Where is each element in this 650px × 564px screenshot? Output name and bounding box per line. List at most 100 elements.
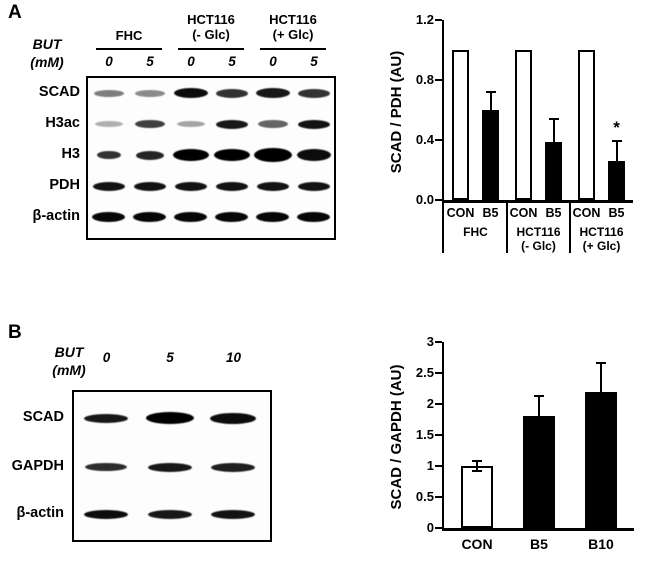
panel-b-label: B — [8, 322, 22, 343]
blot-band — [257, 120, 288, 128]
group-header-line: FHC — [115, 28, 143, 43]
blot-row-label: SCAD — [22, 408, 64, 425]
lane-dose-label: 5 — [166, 350, 174, 365]
group-header-hct116-plus-glc: HCT116 (+ Glc) — [258, 12, 328, 43]
chart-bar-con — [515, 50, 532, 200]
blot-band — [85, 463, 127, 471]
group-header-line: HCT116 — [269, 12, 317, 27]
blot-band — [84, 509, 128, 519]
blot-band — [133, 181, 166, 191]
y-axis-tick — [435, 372, 442, 374]
group-underline — [260, 48, 326, 50]
blot-band — [84, 413, 128, 423]
treatment-label-line: BUT — [54, 344, 84, 360]
blot-band — [92, 212, 125, 222]
y-axis-tick — [435, 341, 442, 343]
blot-band — [256, 212, 289, 222]
y-axis-tick — [435, 496, 442, 498]
bar-category-label: B5 — [482, 206, 499, 220]
lane-dose-label: 0 — [105, 54, 113, 69]
y-axis-tick-label: 0.8 — [415, 72, 434, 87]
treatment-label-line: (mM) — [52, 361, 86, 378]
blot-band — [172, 149, 209, 161]
y-axis-tick-label: 0.5 — [415, 489, 434, 504]
blot-band — [174, 181, 207, 191]
bar-category-label: CON — [446, 206, 475, 220]
panel-a-label: A — [8, 2, 22, 23]
blot-band — [147, 462, 192, 472]
chart-bar-con — [461, 466, 493, 528]
lane-dose-label: 5 — [310, 54, 318, 69]
blot-band — [215, 181, 248, 191]
lane-dose-label: 10 — [225, 350, 242, 365]
panel-a-chart: SCAD / PDH (AU) 0.0 0.4 0.8 1.2 * CON B5 FHC CO… — [372, 6, 642, 266]
y-axis-tick-label: 2 — [426, 396, 434, 411]
significance-marker: * — [613, 118, 620, 137]
treatment-label-line: (mM) — [30, 53, 64, 70]
blot-band — [92, 181, 125, 191]
blot-row-label: SCAD — [38, 83, 80, 100]
group-label: HCT116 (+ Glc) — [579, 225, 624, 253]
y-axis-tick-label: 3 — [426, 334, 434, 349]
blot-band — [213, 149, 250, 161]
group-header-hct116-minus-glc: HCT116 (- Glc) — [176, 12, 246, 43]
panel-a-treatment-label: BUT (mM) — [18, 36, 76, 71]
y-axis-tick — [435, 199, 442, 201]
panel-b-treatment-label: BUT (mM) — [40, 344, 98, 379]
lane-dose-label: 5 — [146, 54, 154, 69]
blot-band — [96, 151, 121, 159]
lane-dose-label: 0 — [269, 54, 277, 69]
blot-band — [134, 120, 165, 128]
y-axis-tick — [435, 527, 442, 529]
group-header-line: HCT116 — [187, 12, 235, 27]
panel-a-chart-plot: 0.0 0.4 0.8 1.2 * — [416, 12, 633, 207]
error-bar-cap — [548, 117, 559, 120]
panel-a-blot — [86, 76, 336, 240]
blot-band — [135, 150, 164, 160]
group-label: FHC — [463, 225, 488, 239]
blot-row-label: β-actin — [16, 504, 64, 521]
error-bar-cap — [548, 163, 559, 166]
error-bar-cap — [485, 127, 496, 130]
blot-band — [176, 121, 205, 127]
error-bar — [600, 361, 602, 422]
blot-row-label: H3 — [61, 145, 80, 162]
y-axis-tick — [435, 19, 442, 21]
blot-band — [145, 412, 194, 424]
error-bar-cap — [596, 361, 606, 364]
group-header-fhc: FHC — [99, 28, 159, 44]
group-label: HCT116 (- Glc) — [516, 225, 561, 253]
y-axis-tick-label: 0 — [426, 520, 434, 535]
bar-category-label: B5 — [530, 536, 548, 552]
error-bar — [489, 90, 492, 130]
y-axis-tick — [435, 465, 442, 467]
blot-row-label: GAPDH — [11, 457, 64, 474]
y-axis-tick — [435, 434, 442, 436]
bar-category-label: B5 — [608, 206, 625, 220]
error-bar-cap — [611, 140, 622, 142]
blot-band — [297, 181, 330, 191]
y-axis-tick-label: 0.0 — [415, 192, 434, 207]
blot-band — [147, 509, 192, 519]
blot-band — [296, 149, 331, 161]
y-axis-tick-label: 1.5 — [415, 427, 434, 442]
blot-band — [215, 88, 248, 98]
blot-band — [297, 88, 330, 98]
bar-category-label: CON — [461, 536, 493, 552]
treatment-label-line: BUT — [32, 36, 62, 52]
blot-band — [211, 509, 255, 519]
panel-b-chart: SCAD / GAPDH (AU) 0 0.5 1 1.5 2 2.5 3 CON B5 B10 — [372, 332, 642, 560]
error-bar-cap — [472, 470, 482, 473]
error-bar — [538, 394, 540, 439]
y-axis-tick-label: 1 — [426, 458, 434, 473]
error-bar-cap — [485, 90, 496, 93]
panel-b-chart-plot: 0 0.5 1 1.5 2 2.5 3 — [416, 334, 634, 535]
group-divider — [569, 203, 571, 253]
error-bar-cap — [596, 419, 606, 422]
chart-bar-con — [452, 50, 469, 200]
blot-row-label: H3ac — [45, 114, 80, 131]
y-axis-tick-label: 1.2 — [415, 12, 434, 27]
blot-band — [133, 212, 166, 222]
group-divider — [442, 203, 444, 253]
blot-row-label: β-actin — [32, 207, 80, 224]
